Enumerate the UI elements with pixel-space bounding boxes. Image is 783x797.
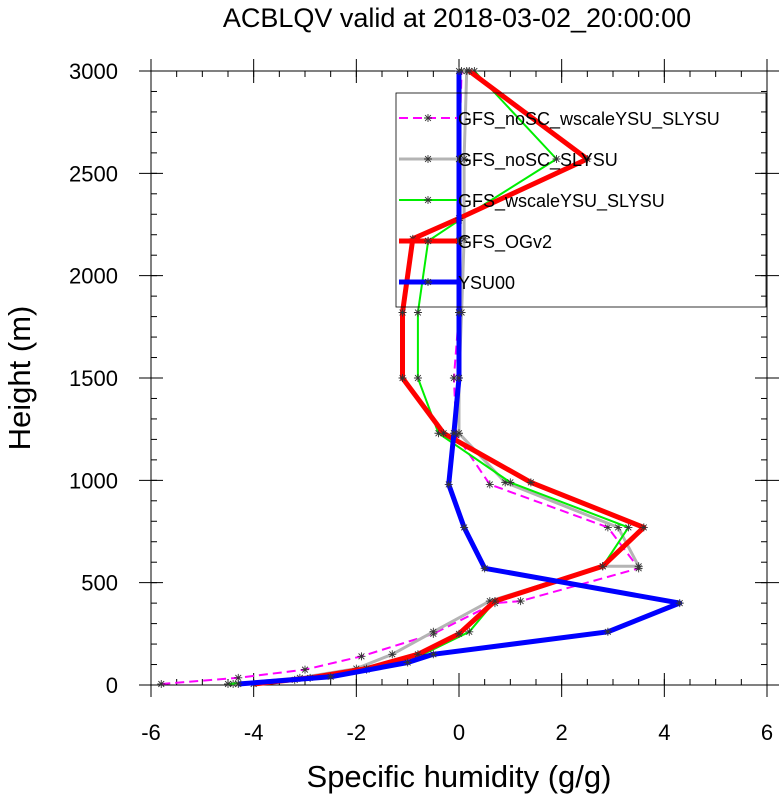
data-point bbox=[413, 374, 422, 382]
data-point bbox=[598, 562, 607, 571]
data-point bbox=[439, 429, 448, 438]
data-point bbox=[429, 650, 438, 659]
data-point bbox=[465, 67, 474, 75]
data-point bbox=[470, 67, 479, 75]
data-point bbox=[357, 652, 366, 661]
data-point bbox=[603, 523, 612, 532]
legend-box bbox=[395, 92, 767, 308]
legend-marker bbox=[424, 114, 432, 122]
y-tick-label: 3000 bbox=[69, 59, 118, 84]
legend-marker bbox=[424, 237, 432, 245]
legend-label: GFS_noSC_SLYSU bbox=[458, 150, 618, 171]
data-point bbox=[434, 429, 443, 438]
data-point bbox=[455, 629, 463, 638]
data-point bbox=[455, 429, 463, 438]
data-point bbox=[516, 597, 525, 606]
data-point bbox=[634, 562, 643, 571]
data-point bbox=[403, 658, 412, 667]
legend: GFS_noSC_wscaleYSU_SLYSU GFS_noSC_SLYSU GF… bbox=[395, 92, 767, 308]
major-ticks bbox=[139, 59, 779, 697]
data-point bbox=[603, 627, 612, 636]
data-point bbox=[157, 679, 166, 688]
y-tick-labels: 0 500 1000 1500 2000 2500 3000 bbox=[69, 59, 118, 698]
data-point bbox=[485, 480, 494, 489]
y-tick-label: 2000 bbox=[69, 264, 118, 289]
data-point bbox=[429, 627, 438, 636]
x-tick-label: 4 bbox=[658, 720, 670, 745]
series-layer bbox=[157, 67, 684, 688]
data-point bbox=[490, 597, 499, 606]
x-tick-labels: -6 -4 -2 0 2 4 6 bbox=[141, 720, 773, 745]
legend-marker bbox=[424, 196, 432, 204]
data-point bbox=[552, 155, 561, 164]
data-point bbox=[449, 374, 458, 382]
series-line-gfs-nosc-slysu bbox=[232, 70, 641, 686]
data-point bbox=[455, 374, 463, 382]
x-tick-label: 2 bbox=[556, 720, 568, 745]
data-point bbox=[444, 480, 453, 489]
data-point bbox=[583, 155, 592, 164]
series-gfs-nosc-slysu bbox=[229, 67, 643, 688]
series-ysu00 bbox=[234, 67, 684, 688]
data-point bbox=[675, 599, 684, 608]
data-point bbox=[465, 627, 474, 636]
data-point bbox=[526, 478, 535, 487]
data-point bbox=[480, 564, 489, 573]
y-tick-label: 500 bbox=[81, 571, 118, 596]
data-point bbox=[614, 523, 623, 532]
chart-title: ACBLQV valid at 2018-03-02_20:00:00 bbox=[223, 3, 691, 33]
legend-label: GFS_OGv2 bbox=[458, 232, 552, 253]
data-point bbox=[234, 679, 243, 688]
data-point bbox=[460, 523, 469, 532]
data-point bbox=[326, 672, 335, 681]
y-tick-label: 1000 bbox=[69, 468, 118, 493]
legend-label: GFS_wscaleYSU_SLYSU bbox=[458, 191, 665, 212]
x-tick-label: -6 bbox=[141, 720, 161, 745]
data-point bbox=[506, 478, 515, 487]
y-tick-label: 0 bbox=[106, 673, 118, 698]
data-point bbox=[501, 478, 510, 487]
data-point bbox=[455, 308, 463, 317]
data-point bbox=[624, 523, 633, 532]
data-point bbox=[388, 650, 397, 659]
data-point bbox=[224, 679, 232, 688]
data-point bbox=[234, 673, 243, 682]
y-axis-label: Height (m) bbox=[2, 306, 37, 451]
data-point bbox=[455, 236, 463, 245]
data-point bbox=[413, 650, 422, 659]
data-point bbox=[485, 597, 494, 606]
y-tick-label: 1500 bbox=[69, 366, 118, 391]
x-tick-label: -4 bbox=[244, 720, 264, 745]
x-axis-label: Specific humidity (g/g) bbox=[307, 759, 612, 794]
data-point bbox=[460, 155, 469, 164]
x-tick-label: 0 bbox=[453, 720, 465, 745]
data-point bbox=[455, 67, 463, 75]
legend-marker bbox=[424, 278, 432, 286]
data-point bbox=[639, 523, 648, 532]
legend-label: GFS_noSC_wscaleYSU_SLYSU bbox=[458, 109, 720, 130]
data-point bbox=[398, 374, 407, 382]
y-tick-label: 2500 bbox=[69, 161, 118, 186]
legend-marker bbox=[424, 155, 432, 163]
x-tick-label: -2 bbox=[347, 720, 367, 745]
data-point bbox=[449, 429, 458, 438]
x-tick-label: 6 bbox=[761, 720, 773, 745]
data-point bbox=[460, 234, 469, 243]
legend-label: YSU00 bbox=[458, 273, 515, 293]
data-point bbox=[301, 665, 309, 674]
data-point bbox=[455, 155, 463, 164]
data-point bbox=[398, 308, 407, 317]
data-point bbox=[413, 308, 422, 317]
series-line-gfs-ogv2 bbox=[253, 68, 647, 687]
